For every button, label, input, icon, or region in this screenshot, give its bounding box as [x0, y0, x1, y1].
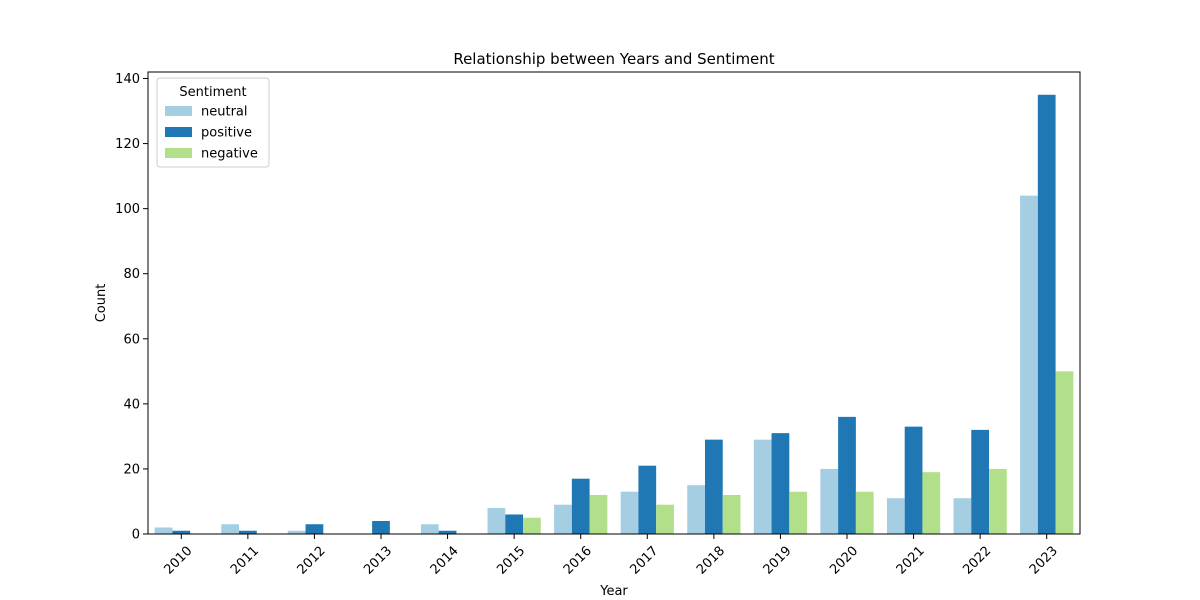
- plot-area: [147, 71, 1081, 535]
- legend: Sentiment neutral positive negative: [156, 77, 270, 168]
- bar-neutral-2018: [687, 485, 705, 534]
- y-tick-label: 120: [115, 137, 140, 152]
- x-tick-label: 2014: [428, 544, 462, 578]
- x-tick-label: 2010: [161, 544, 195, 578]
- bar-negative-2021: [922, 472, 941, 534]
- bar-negative-2022: [989, 468, 1007, 534]
- bar-positive-2021: [904, 426, 923, 534]
- bar-negative-2015: [523, 517, 541, 534]
- bar-positive-2023: [1037, 94, 1056, 534]
- bar-positive-2019: [771, 433, 790, 534]
- y-tick-label: 100: [115, 202, 140, 217]
- bar-neutral-2017: [620, 491, 639, 534]
- bar-negative-2023: [1055, 371, 1074, 534]
- y-axis-label: Count: [94, 284, 109, 323]
- bar-neutral-2011: [221, 524, 239, 534]
- y-tick-label: 0: [132, 528, 140, 543]
- legend-label-neutral: neutral: [201, 105, 248, 120]
- x-tick-label: 2022: [960, 544, 994, 578]
- x-tick-label: 2023: [1027, 544, 1061, 578]
- bar-neutral-2022: [953, 498, 972, 534]
- bar-negative-2016: [589, 494, 608, 534]
- x-tick-label: 2020: [827, 544, 861, 578]
- bar-neutral-2014: [420, 524, 439, 534]
- x-tick-label: 2012: [295, 544, 329, 578]
- y-tick-label: 40: [123, 397, 140, 412]
- y-tick-label: 140: [115, 72, 140, 87]
- legend-swatch-neutral: [165, 106, 192, 116]
- bar-positive-2013: [372, 520, 390, 534]
- y-tick-label: 20: [123, 462, 140, 477]
- bar-neutral-2019: [753, 439, 772, 534]
- bar-neutral-2015: [487, 507, 506, 534]
- x-tick-label: 2013: [361, 544, 395, 578]
- x-tick-label: 2021: [894, 544, 928, 578]
- bar-neutral-2010: [154, 527, 173, 534]
- plot-frame: [147, 71, 1081, 535]
- bar-positive-2015: [505, 514, 524, 534]
- bar-neutral-2012: [287, 530, 306, 534]
- bar-negative-2018: [722, 494, 741, 534]
- bar-positive-2010: [172, 530, 191, 534]
- bar-positive-2017: [638, 465, 657, 534]
- bar-negative-2019: [789, 491, 808, 534]
- y-tick-label: 60: [123, 332, 140, 347]
- x-tick-label: 2018: [694, 544, 728, 578]
- bar-neutral-2020: [820, 468, 839, 534]
- legend-label-negative: negative: [201, 147, 258, 162]
- chart-title: Relationship between Years and Sentiment: [453, 50, 774, 68]
- x-axis-label: Year: [599, 584, 628, 599]
- bar-positive-2020: [838, 416, 856, 534]
- bar-negative-2020: [855, 491, 874, 534]
- bar-neutral-2021: [886, 498, 905, 534]
- bar-positive-2011: [238, 530, 257, 534]
- x-tick-label: 2011: [228, 544, 262, 578]
- bar-positive-2018: [704, 439, 723, 534]
- x-tick-label: 2017: [627, 544, 661, 578]
- bar-positive-2022: [971, 429, 990, 534]
- bar-positive-2012: [305, 524, 324, 534]
- x-tick-label: 2015: [494, 544, 528, 578]
- legend-swatch-negative: [165, 148, 192, 158]
- bar-positive-2014: [438, 530, 457, 534]
- bar-negative-2017: [656, 504, 674, 534]
- bar-neutral-2023: [1020, 195, 1038, 535]
- legend-title: Sentiment: [179, 85, 246, 100]
- x-axis: 2010 2011 2012 2013 2014 2015 2016 2017 2018 2019…: [161, 534, 1061, 578]
- y-axis: 0 20 40 60 80 100 120 140: [115, 72, 148, 543]
- legend-swatch-positive: [165, 127, 192, 137]
- x-tick-label: 2019: [761, 544, 795, 578]
- bar-neutral-2016: [554, 504, 572, 534]
- x-tick-label: 2016: [561, 544, 595, 578]
- legend-label-positive: positive: [201, 126, 252, 141]
- legend-box: [156, 77, 270, 168]
- y-tick-label: 80: [123, 267, 140, 282]
- bar-positive-2016: [571, 478, 590, 534]
